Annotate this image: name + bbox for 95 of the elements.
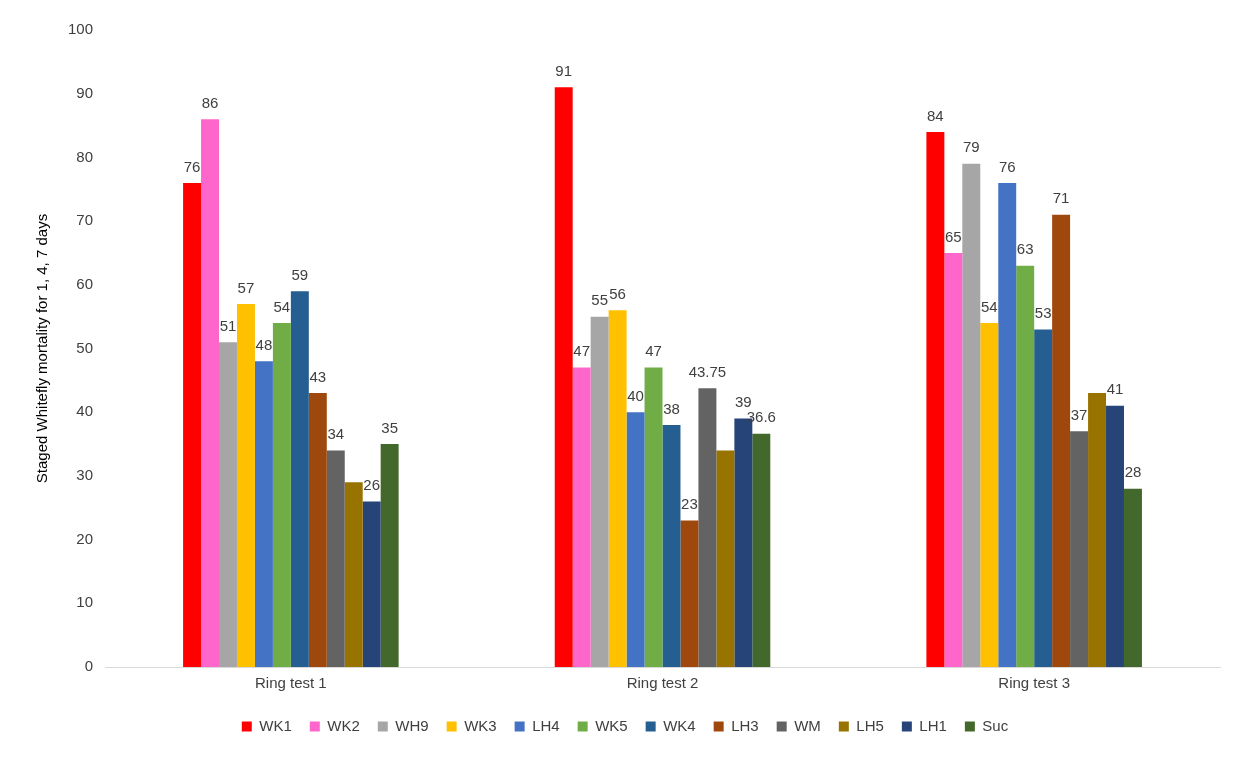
- bar: [1088, 393, 1107, 667]
- legend-label: WK4: [663, 716, 696, 734]
- y-tick-label: 50: [76, 338, 94, 356]
- legend-label: LH3: [731, 716, 759, 734]
- bar: [698, 388, 717, 667]
- bar: [926, 131, 945, 667]
- bar: [1052, 214, 1071, 667]
- data-label: 51: [219, 316, 237, 334]
- y-tick-label: 20: [76, 529, 94, 547]
- y-axis-title: Staged Whitefly mortality for 1, 4, 7 days: [33, 213, 51, 484]
- bar: [1016, 265, 1035, 667]
- x-tick-label: Ring test 3: [998, 674, 1071, 692]
- bar: [980, 323, 999, 667]
- data-label: 55: [591, 291, 608, 309]
- legend-label: WM: [794, 716, 821, 734]
- data-label: 53: [1034, 304, 1052, 322]
- data-label: 91: [555, 61, 573, 79]
- data-label: 38: [663, 399, 680, 417]
- data-label: 56: [609, 284, 626, 302]
- data-label: 47: [573, 342, 591, 360]
- data-label: 34: [327, 425, 345, 443]
- bar: [219, 342, 237, 667]
- y-tick-label: 40: [76, 402, 94, 420]
- y-tick-label: 80: [76, 147, 94, 165]
- bar: [554, 87, 573, 667]
- legend-label: LH1: [919, 716, 947, 734]
- legend-label: WK5: [595, 716, 628, 734]
- bar: [380, 444, 399, 667]
- data-label: 63: [1016, 240, 1034, 258]
- bar: [1034, 329, 1053, 667]
- data-label: 40: [627, 386, 644, 404]
- y-tick-label: 70: [76, 211, 94, 229]
- data-label: 43.75: [688, 362, 727, 380]
- bar: [326, 450, 345, 667]
- data-label: 54: [980, 297, 998, 315]
- data-label: 39: [735, 393, 752, 411]
- y-tick-label: 100: [68, 20, 94, 38]
- legend-label: WK1: [259, 716, 292, 734]
- data-label: 65: [944, 227, 962, 245]
- bar: [344, 482, 363, 667]
- bar: [362, 501, 381, 667]
- bar: [183, 182, 202, 667]
- bar: [1123, 488, 1142, 667]
- data-label: 79: [962, 138, 980, 156]
- bar: [290, 291, 309, 667]
- bar: [590, 316, 609, 667]
- bar: [1070, 431, 1089, 667]
- bar: [716, 450, 735, 667]
- data-label: 54: [273, 297, 291, 315]
- bar: [680, 520, 699, 667]
- bar: [962, 163, 981, 667]
- data-label: 48: [255, 335, 273, 353]
- legend-label: LH4: [532, 716, 560, 734]
- data-label: 47: [645, 342, 662, 360]
- bar: [608, 310, 627, 667]
- bar: [201, 119, 219, 667]
- data-label: 76: [183, 157, 201, 175]
- bar: [272, 323, 291, 667]
- bar: [662, 424, 681, 667]
- y-tick-label: 60: [76, 274, 94, 292]
- bar: [644, 367, 663, 667]
- data-label: 41: [1106, 380, 1124, 398]
- bar: [998, 182, 1017, 667]
- bar: [944, 252, 963, 667]
- bar: [572, 367, 591, 667]
- data-label: 35: [381, 418, 398, 436]
- bar: [254, 361, 273, 667]
- y-tick-label: 0: [84, 657, 94, 675]
- data-label: 23: [681, 495, 698, 513]
- legend-label: LH5: [856, 716, 884, 734]
- x-tick-label: Ring test 1: [255, 674, 327, 692]
- data-label: 57: [237, 278, 255, 296]
- legend-label: Suc: [982, 716, 1009, 734]
- legend-label: WK2: [327, 716, 360, 734]
- bar: [626, 412, 645, 667]
- data-label: 26: [363, 476, 381, 494]
- bar: [236, 303, 255, 667]
- data-label: 86: [201, 93, 219, 111]
- data-label: 59: [291, 265, 309, 283]
- legend-label: WK3: [464, 716, 497, 734]
- x-tick-label: Ring test 2: [626, 674, 699, 692]
- data-label: 28: [1124, 463, 1142, 481]
- y-tick-label: 90: [76, 83, 94, 101]
- bar: [308, 393, 327, 667]
- legend-label: WH9: [395, 716, 429, 734]
- y-tick-label: 10: [76, 593, 94, 611]
- data-label: 43: [309, 367, 327, 385]
- data-label: 36.6: [746, 408, 776, 426]
- data-label: 84: [927, 106, 944, 124]
- data-label: 76: [998, 157, 1016, 175]
- bar: [1106, 405, 1124, 667]
- data-label: 37: [1070, 405, 1088, 423]
- data-label: 71: [1052, 189, 1070, 207]
- bar: [752, 433, 771, 667]
- y-tick-label: 30: [76, 466, 94, 484]
